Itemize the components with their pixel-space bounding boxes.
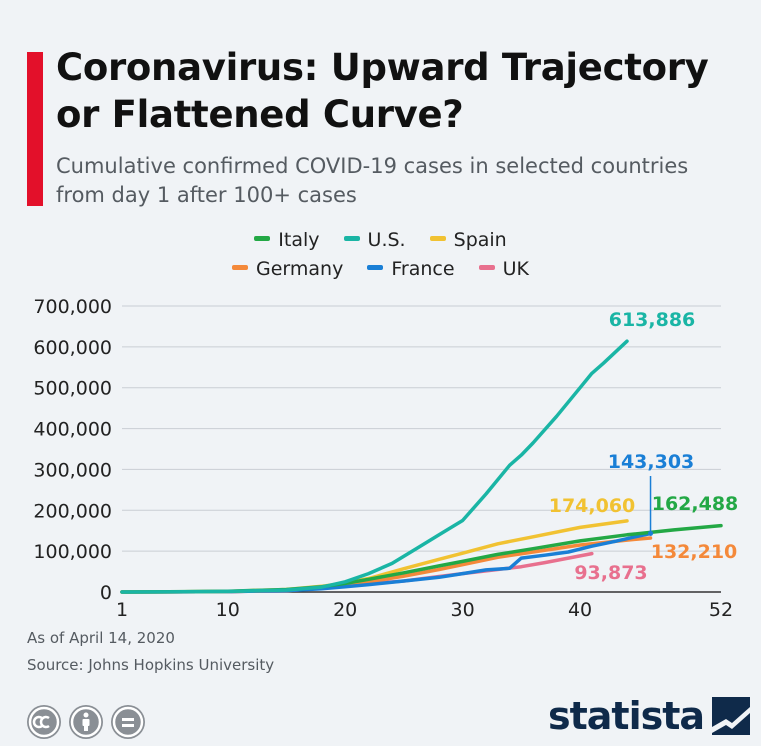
x-tick-label: 10 [216,599,240,620]
legend-label-germany: Germany [256,258,344,280]
end-label-us: 613,886 [609,309,696,331]
y-tick-label: 400,000 [33,419,112,441]
legend-item-germany: Germany [232,256,343,282]
france-end-point [648,530,654,536]
page-title: Coronavirus: Upward Trajectory or Flatte… [56,46,709,136]
statista-brand[interactable]: statista [548,694,751,738]
line-chart: 0 100,000 200,000 300,000 400,000 500,000 600,… [33,296,739,620]
page-subtitle: Cumulative confirmed COVID-19 cases in s… [56,154,689,207]
chart-series [120,339,723,594]
y-tick-label: 100,000 [33,541,112,563]
brand-wordmark: statista [548,694,705,738]
statista-logo-icon [712,697,751,735]
legend-label-uk: UK [502,258,529,280]
end-label-italy: 162,488 [652,493,739,515]
x-tick-label: 52 [709,599,733,620]
legend-item-us: U.S. [343,227,406,253]
end-label-germany: 132,210 [651,541,738,563]
as-of-date: As of April 14, 2020 [27,629,175,647]
series-line-us [120,339,629,594]
y-tick-label: 0 [100,582,112,604]
legend-swatch-uk [478,265,495,270]
y-tick-label: 600,000 [33,337,112,359]
legend-row-2: Germany France UK [0,256,761,282]
legend-item-italy: Italy [254,227,320,253]
legend-label-france: France [391,258,455,280]
legend-swatch-france [367,265,384,270]
source-note: Source: Johns Hopkins University [27,656,275,674]
legend-item-france: France [367,256,455,282]
legend-label-spain: Spain [453,229,507,251]
attribution-icon[interactable] [69,705,103,739]
no-derivatives-icon[interactable] [111,705,145,739]
legend-swatch-spain [429,236,446,241]
title-accent-bar [27,52,43,206]
legend-item-spain: Spain [429,227,507,253]
end-label-france: 143,303 [608,451,695,473]
legend-swatch-italy [254,236,271,241]
y-tick-label: 200,000 [33,500,112,522]
legend-label-italy: Italy [278,229,320,251]
chart-labels: 162,488 613,886 174,060 132,210 143,303 93,87… [549,309,739,584]
legend-swatch-us [343,236,360,241]
y-tick-label: 700,000 [33,296,112,318]
x-tick-label: 20 [333,599,357,620]
chart-grid: 0 100,000 200,000 300,000 400,000 500,000 600,… [33,296,733,620]
end-label-spain: 174,060 [549,495,636,517]
legend-label-us: U.S. [367,229,406,251]
legend-item-uk: UK [478,256,529,282]
y-tick-label: 500,000 [33,378,112,400]
x-tick-label: 1 [116,599,128,620]
license-icons [27,705,145,739]
y-tick-label: 300,000 [33,459,112,481]
legend-swatch-germany [232,265,248,270]
end-label-uk: 93,873 [574,562,647,584]
legend-row-1: Italy U.S. Spain [0,227,761,253]
x-tick-label: 40 [568,599,592,620]
creative-commons-icon[interactable] [27,705,61,739]
x-tick-label: 30 [451,599,475,620]
